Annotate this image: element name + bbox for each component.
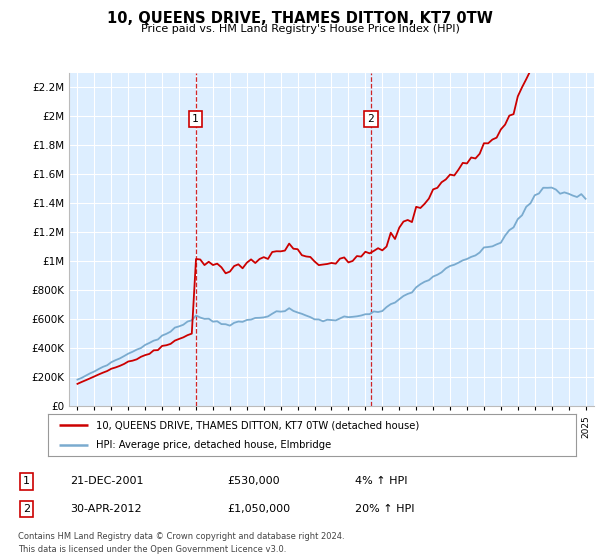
Text: 1: 1 bbox=[192, 114, 199, 124]
Text: 1: 1 bbox=[23, 477, 30, 487]
Text: 4% ↑ HPI: 4% ↑ HPI bbox=[355, 477, 408, 487]
Text: 2: 2 bbox=[23, 504, 30, 514]
Text: This data is licensed under the Open Government Licence v3.0.: This data is licensed under the Open Gov… bbox=[18, 545, 286, 554]
Text: £530,000: £530,000 bbox=[227, 477, 280, 487]
Text: HPI: Average price, detached house, Elmbridge: HPI: Average price, detached house, Elmb… bbox=[95, 441, 331, 450]
Text: 2: 2 bbox=[368, 114, 374, 124]
Text: 30-APR-2012: 30-APR-2012 bbox=[70, 504, 142, 514]
Text: 21-DEC-2001: 21-DEC-2001 bbox=[70, 477, 144, 487]
Text: Contains HM Land Registry data © Crown copyright and database right 2024.: Contains HM Land Registry data © Crown c… bbox=[18, 533, 344, 542]
Text: 20% ↑ HPI: 20% ↑ HPI bbox=[355, 504, 415, 514]
Text: 10, QUEENS DRIVE, THAMES DITTON, KT7 0TW: 10, QUEENS DRIVE, THAMES DITTON, KT7 0TW bbox=[107, 11, 493, 26]
Text: 10, QUEENS DRIVE, THAMES DITTON, KT7 0TW (detached house): 10, QUEENS DRIVE, THAMES DITTON, KT7 0TW… bbox=[95, 421, 419, 430]
Text: £1,050,000: £1,050,000 bbox=[227, 504, 290, 514]
Text: Price paid vs. HM Land Registry's House Price Index (HPI): Price paid vs. HM Land Registry's House … bbox=[140, 24, 460, 34]
